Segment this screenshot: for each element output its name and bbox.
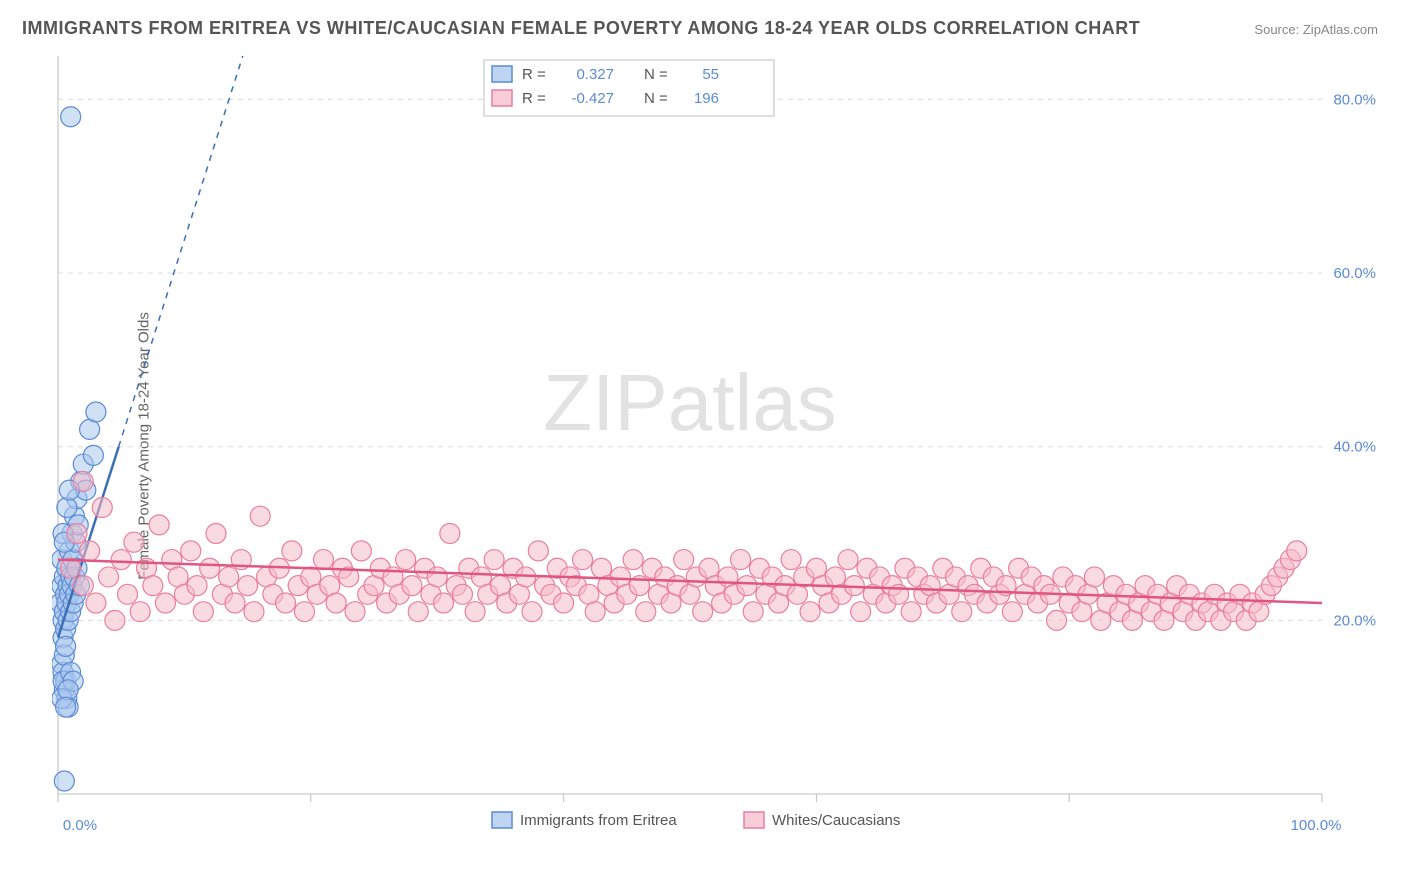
scatter-point-white [1047, 610, 1067, 630]
scatter-point-white [143, 576, 163, 596]
scatter-point-white [155, 593, 175, 613]
scatter-point-white [396, 550, 416, 570]
scatter-point-white [1084, 567, 1104, 587]
scatter-point-white [901, 602, 921, 622]
scatter-point-white [105, 610, 125, 630]
scatter-point-white [187, 576, 207, 596]
legend-bottom-swatch-white [744, 812, 764, 828]
scatter-point-white [838, 550, 858, 570]
scatter-point-white [440, 524, 460, 544]
scatter-point-white [408, 602, 428, 622]
trend-line-eritrea-extrapolated [119, 56, 243, 447]
scatter-point-white [294, 602, 314, 622]
scatter-point-white [800, 602, 820, 622]
scatter-point-white [193, 602, 213, 622]
scatter-point-white [130, 602, 150, 622]
chart-area: 20.0% 40.0% 60.0% 80.0% ZIPatlas 0.0% 100.0% R … [52, 50, 1382, 840]
source-label: Source: [1254, 22, 1299, 37]
scatter-point-white [851, 602, 871, 622]
scatter-point-white [674, 550, 694, 570]
legend-n-value-eritrea: 55 [702, 66, 719, 83]
chart-title: IMMIGRANTS FROM ERITREA VS WHITE/CAUCASI… [22, 18, 1140, 39]
scatter-point-white [250, 506, 270, 526]
scatter-point-white [522, 602, 542, 622]
scatter-point-white [623, 550, 643, 570]
scatter-point-white [636, 602, 656, 622]
y-tick-label: 40.0% [1333, 439, 1376, 456]
scatter-point-white [554, 593, 574, 613]
scatter-point-white [244, 602, 264, 622]
scatter-point-white [206, 524, 226, 544]
scatter-point-white [200, 558, 220, 578]
scatter-point-white [238, 576, 258, 596]
scatter-point-white [326, 593, 346, 613]
legend-n-value-white: 196 [694, 90, 719, 107]
legend-r-value-white: -0.427 [571, 90, 614, 107]
scatter-point-white [111, 550, 131, 570]
scatter-point-white [427, 567, 447, 587]
legend-r-value-eritrea: 0.327 [576, 66, 614, 83]
legend-bottom-label-eritrea: Immigrants from Eritrea [520, 812, 677, 829]
legend-bottom-label-white: Whites/Caucasians [772, 812, 900, 829]
x-tick-label-min: 0.0% [63, 817, 97, 834]
legend-n-label: N = [644, 90, 668, 107]
legend-r-label: R = [522, 66, 546, 83]
legend-n-label: N = [644, 66, 668, 83]
scatter-point-white [225, 593, 245, 613]
scatter-point-white [92, 497, 112, 517]
scatter-point-eritrea [56, 697, 76, 717]
legend-bottom-swatch-eritrea [492, 812, 512, 828]
legend-r-label: R = [522, 90, 546, 107]
scatter-point-white [484, 550, 504, 570]
scatter-point-white [351, 541, 371, 561]
scatter-point-white [86, 593, 106, 613]
scatter-point-eritrea [56, 636, 76, 656]
scatter-point-white [73, 576, 93, 596]
y-tick-label: 20.0% [1333, 612, 1376, 629]
scatter-point-white [67, 524, 87, 544]
scatter-point-eritrea [57, 497, 77, 517]
source-link[interactable]: ZipAtlas.com [1303, 22, 1378, 37]
legend-swatch-eritrea [492, 66, 512, 82]
scatter-point-white [345, 602, 365, 622]
scatter-point-eritrea [58, 680, 78, 700]
scatter-point-white [452, 584, 472, 604]
scatter-point-white [282, 541, 302, 561]
watermark: ZIPatlas [543, 358, 836, 447]
scatter-point-white [149, 515, 169, 535]
scatter-point-eritrea [61, 107, 81, 127]
y-tick-label: 80.0% [1333, 91, 1376, 108]
scatter-point-white [781, 550, 801, 570]
scatter-point-white [693, 602, 713, 622]
scatter-point-white [181, 541, 201, 561]
scatter-point-white [465, 602, 485, 622]
scatter-point-white [73, 471, 93, 491]
scatter-point-white [434, 593, 454, 613]
scatter-chart-svg: 20.0% 40.0% 60.0% 80.0% ZIPatlas 0.0% 100.0% R … [52, 50, 1382, 840]
scatter-point-eritrea [86, 402, 106, 422]
scatter-point-white [276, 593, 296, 613]
scatter-point-white [118, 584, 138, 604]
x-tick-label-max: 100.0% [1291, 817, 1342, 834]
scatter-point-white [402, 576, 422, 596]
scatter-point-white [731, 550, 751, 570]
scatter-point-white [99, 567, 119, 587]
scatter-point-white [952, 602, 972, 622]
scatter-point-white [528, 541, 548, 561]
y-tick-label: 60.0% [1333, 265, 1376, 282]
scatter-point-white [80, 541, 100, 561]
source-attribution: Source: ZipAtlas.com [1254, 22, 1378, 37]
scatter-point-white [219, 567, 239, 587]
scatter-point-white [743, 602, 763, 622]
scatter-point-white [124, 532, 144, 552]
scatter-point-eritrea [54, 771, 74, 791]
legend-swatch-white [492, 90, 512, 106]
scatter-point-white [737, 576, 757, 596]
scatter-point-white [573, 550, 593, 570]
scatter-point-white [585, 602, 605, 622]
scatter-point-eritrea [83, 445, 103, 465]
scatter-point-white [1287, 541, 1307, 561]
scatter-point-white [1002, 602, 1022, 622]
scatter-point-white [313, 550, 333, 570]
